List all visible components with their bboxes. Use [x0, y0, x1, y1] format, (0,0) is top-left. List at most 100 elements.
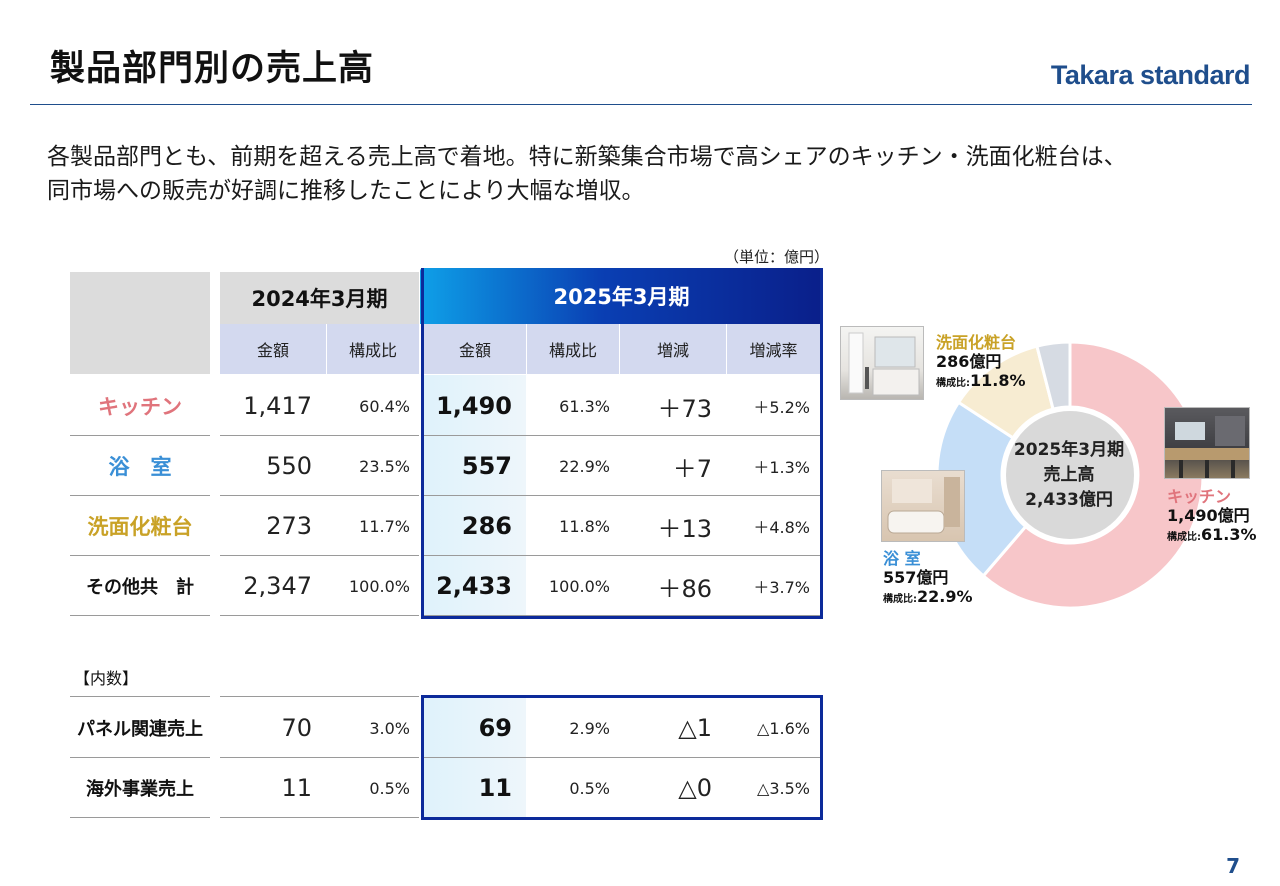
row-label: パネル関連売上: [77, 719, 203, 740]
cell-change-rate: △1.6%: [757, 718, 810, 738]
cell-curr-amount: 1,490: [436, 392, 512, 420]
callout-vanity-name: 洗面化粧台: [936, 333, 1017, 352]
header-curr-amount: 金額: [424, 324, 526, 374]
cell-curr-share: 22.9%: [559, 456, 610, 476]
cell-prev-share: 23.5%: [359, 456, 410, 476]
row-divider: [424, 555, 820, 556]
row-divider: [70, 615, 210, 616]
lead-line-2: 同市場への販売が好調に推移したことにより大幅な増収。: [47, 178, 645, 204]
donut-center-label: 2025年3月期 売上高 2,433億円: [1004, 438, 1134, 513]
callout-vanity-amount: 286億円: [936, 352, 1002, 371]
header-divider: [30, 104, 1252, 105]
company-logo: Takara standard: [1050, 60, 1251, 90]
header-curr-share: 構成比: [527, 324, 619, 374]
header-curr-rate: 増減率: [727, 324, 820, 374]
cell-prev-amount: 1,417: [243, 392, 312, 420]
cell-prev-amount: 70: [281, 714, 312, 742]
row-label: 洗面化粧台: [87, 515, 193, 539]
cell-prev-share: 11.7%: [359, 516, 410, 536]
cell-change: ＋73: [657, 394, 712, 423]
header-curr-change: 増減: [620, 324, 726, 374]
callout-kitchen: キッチン 1,490億円 構成比:61.3%: [1167, 487, 1257, 547]
row-divider: [220, 757, 419, 758]
page-number: 7: [1226, 854, 1240, 878]
cell-change-rate: ＋3.7%: [753, 578, 810, 597]
row-divider: [70, 757, 210, 758]
bathroom-photo: [881, 470, 965, 542]
header-prev-share: 構成比: [327, 324, 419, 374]
row-label: その他共 計: [86, 577, 194, 598]
callout-kitchen-share-label: 構成比:: [1167, 532, 1201, 543]
cell-prev-amount: 2,347: [243, 572, 312, 600]
cell-curr-share: 11.8%: [559, 516, 610, 536]
donut-center-period: 2025年3月期: [1013, 440, 1125, 460]
donut-center-caption: 売上高: [1043, 465, 1095, 485]
callout-bath-amount: 557億円: [883, 568, 949, 587]
callout-kitchen-amount: 1,490億円: [1167, 506, 1250, 525]
cell-change: ＋13: [657, 514, 712, 543]
cell-change: ＋86: [657, 574, 712, 603]
breakdown-top-divider: [70, 696, 210, 697]
callout-bath-share: 22.9%: [917, 587, 973, 606]
cell-curr-share: 61.3%: [559, 396, 610, 416]
breakdown-top-divider: [220, 696, 419, 697]
row-divider: [70, 435, 210, 436]
cell-prev-amount: 550: [266, 452, 312, 480]
row-divider: [220, 435, 419, 436]
row-divider: [70, 555, 210, 556]
cell-prev-share: 3.0%: [369, 718, 410, 738]
callout-bath-share-label: 構成比:: [883, 594, 917, 605]
row-divider: [424, 757, 820, 758]
callout-kitchen-share: 61.3%: [1201, 525, 1257, 544]
row-divider: [424, 817, 820, 818]
cell-curr-amount: 2,433: [436, 572, 512, 600]
row-divider: [220, 817, 419, 818]
row-divider: [70, 817, 210, 818]
cell-prev-amount: 11: [281, 774, 312, 802]
cell-curr-share: 100.0%: [548, 576, 610, 596]
kitchen-illustration: [1165, 416, 1249, 478]
unit-note: （単位：億円）: [724, 248, 830, 266]
cell-change-rate: ＋4.8%: [753, 518, 810, 537]
cell-prev-amount: 273: [266, 512, 312, 540]
row-divider: [424, 435, 820, 436]
row-divider: [424, 615, 820, 616]
cell-curr-amount: 557: [461, 452, 512, 480]
cell-curr-share: 0.5%: [569, 778, 610, 798]
cell-change-rate: ＋1.3%: [753, 458, 810, 477]
callout-vanity: 洗面化粧台 286億円 構成比:11.8%: [936, 333, 1026, 393]
page-title: 製品部門別の売上高: [50, 49, 375, 89]
header-curr-period: 2025年3月期: [420, 268, 823, 324]
sales-composition-donut: [935, 340, 1205, 610]
lead-line-1: 各製品部門とも、前期を超える売上高で着地。特に新築集合市場で高シェアのキッチン・…: [47, 144, 1127, 170]
row-divider: [424, 495, 820, 496]
cell-change: △0: [678, 774, 712, 802]
cell-curr-share: 2.9%: [569, 718, 610, 738]
row-divider: [220, 555, 419, 556]
vanity-illustration: [848, 332, 920, 396]
callout-vanity-share-label: 構成比:: [936, 378, 970, 389]
donut-center-disc: [1006, 411, 1134, 539]
cell-prev-share: 60.4%: [359, 396, 410, 416]
donut-slice: [1035, 340, 1072, 411]
kitchen-photo: [1164, 407, 1250, 479]
callout-bath: 浴 室 557億円 構成比:22.9%: [883, 549, 973, 609]
cell-change-rate: △3.5%: [757, 778, 810, 798]
breakdown-label: 【内数】: [74, 669, 139, 688]
callout-bath-name: 浴 室: [883, 549, 921, 568]
cell-change: △1: [678, 714, 712, 742]
row-divider: [220, 495, 419, 496]
row-divider: [70, 495, 210, 496]
row-label: 浴 室: [108, 455, 172, 479]
table-corner-cell: [70, 272, 210, 374]
row-label: 海外事業売上: [86, 779, 194, 800]
callout-kitchen-name: キッチン: [1167, 487, 1232, 506]
cell-prev-share: 100.0%: [348, 576, 410, 596]
lead-text: 各製品部門とも、前期を超える売上高で着地。特に新築集合市場で高シェアのキッチン・…: [47, 140, 1127, 208]
row-label: キッチン: [98, 395, 182, 419]
cell-change-rate: ＋5.2%: [753, 398, 810, 417]
callout-vanity-share: 11.8%: [970, 371, 1026, 390]
cell-change: ＋7: [672, 454, 712, 483]
cell-curr-amount: 286: [461, 512, 512, 540]
header-prev-amount: 金額: [220, 324, 326, 374]
